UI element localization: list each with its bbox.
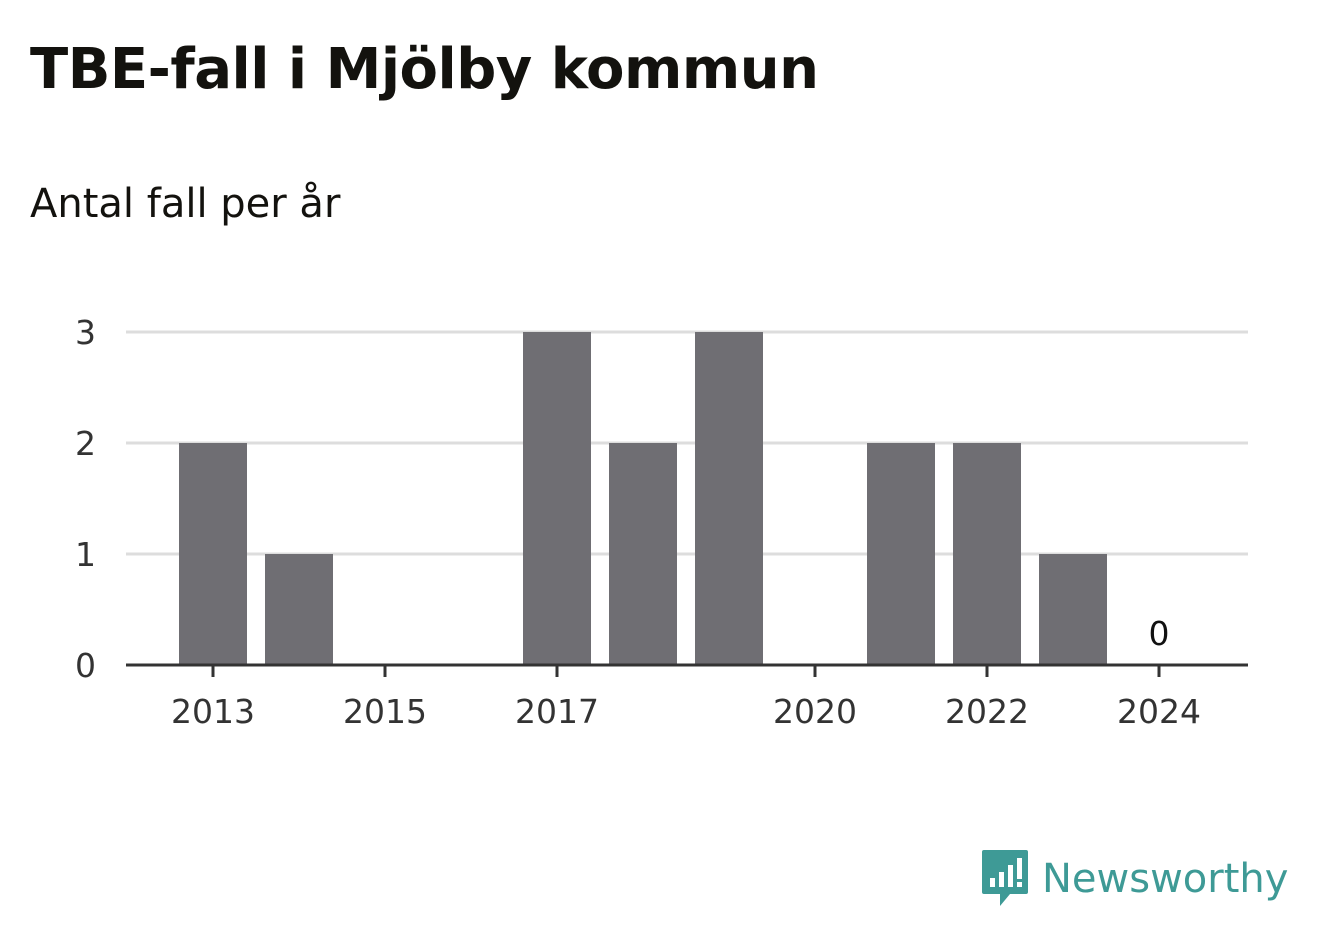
bar-2018 <box>609 443 677 665</box>
bar-2014 <box>265 554 333 665</box>
grid-lines <box>126 330 1248 556</box>
chart-subtitle: Antal fall per år <box>30 181 341 227</box>
x-tick-label: 2020 <box>773 692 857 731</box>
chart-title: TBE-fall i Mjölby kommun <box>30 37 819 102</box>
bar-2017 <box>523 332 591 665</box>
bar-2021 <box>867 443 935 665</box>
brand-logo: Newsworthy <box>980 848 1288 910</box>
x-tick-label: 2017 <box>515 692 599 731</box>
bar-2022 <box>953 443 1021 665</box>
newsworthy-logo-icon <box>982 850 1028 906</box>
x-tick-label: 2022 <box>945 692 1029 731</box>
x-tick-label: 2015 <box>343 692 427 731</box>
x-tick-label: 2013 <box>171 692 255 731</box>
bar-2019 <box>695 332 763 665</box>
brand-name: Newsworthy <box>1042 856 1289 902</box>
y-tick-label: 2 <box>75 424 96 463</box>
y-tick-label: 1 <box>75 535 96 574</box>
bar-chart: 0 1 2 3 2013 2015 2017 2020 2022 2024 0 <box>75 313 1248 731</box>
bars <box>179 332 1107 665</box>
y-tick-label: 0 <box>75 646 96 685</box>
labels: 0 1 2 3 2013 2015 2017 2020 2022 2024 0 <box>75 313 1201 731</box>
axes <box>126 663 1248 677</box>
x-tick-label: 2024 <box>1117 692 1201 731</box>
bar-2013 <box>179 443 247 665</box>
bar-2023 <box>1039 554 1107 665</box>
data-label-2024: 0 <box>1149 614 1170 653</box>
y-tick-label: 3 <box>75 313 96 352</box>
